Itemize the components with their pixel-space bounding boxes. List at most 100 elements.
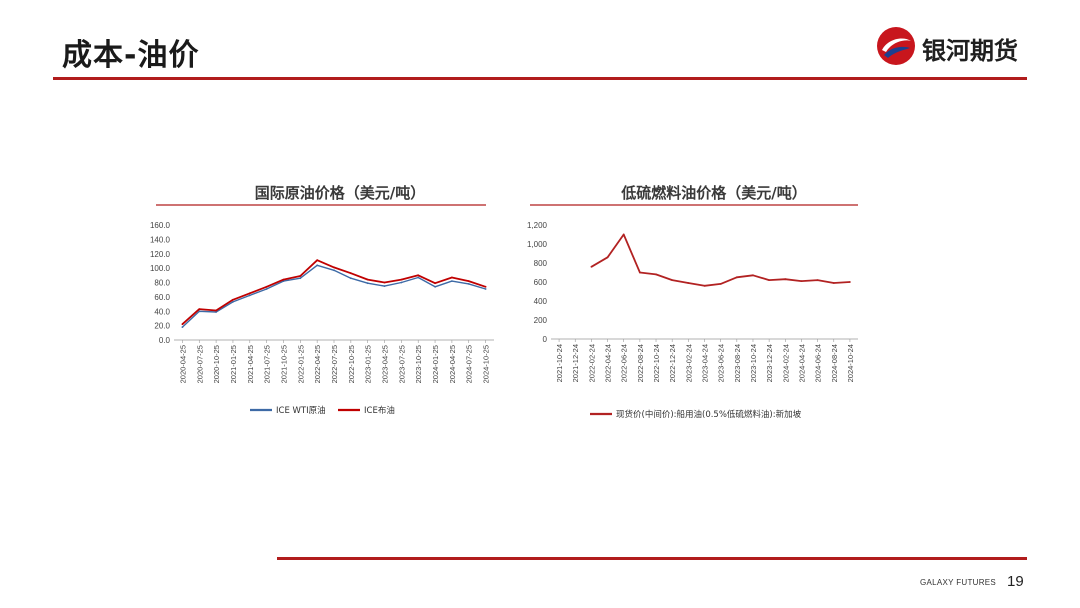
crude-oil-plot: 0.0 20.0 40.0 60.0 80.0 100.0 120.0 140.0 160.0 2… xyxy=(150,204,494,416)
series-point xyxy=(383,281,386,284)
x-tick-label: 2024-10-24 xyxy=(846,344,855,382)
series-point xyxy=(366,282,369,285)
series-point xyxy=(400,281,403,284)
x-tick-label: 2022-04-24 xyxy=(604,344,613,382)
x-tick-label: 2022-10-25 xyxy=(347,345,356,383)
x-tick-label: 2021-01-25 xyxy=(229,345,238,383)
series-line xyxy=(181,264,486,328)
series-point xyxy=(232,298,234,301)
x-tick-label: 2020-07-25 xyxy=(195,345,204,383)
series-point xyxy=(451,276,453,279)
series-point xyxy=(181,323,184,326)
chart-title-crude: 国际原油价格（美元/吨） xyxy=(254,184,426,202)
series-point xyxy=(316,264,319,267)
series-point xyxy=(451,280,453,282)
x-tick-label: 2022-08-24 xyxy=(636,344,645,382)
page-number: 19 xyxy=(1007,573,1024,590)
series-point xyxy=(703,284,706,287)
y-tick-label: 40.0 xyxy=(154,307,170,316)
series-line xyxy=(590,233,850,287)
series-point xyxy=(417,276,420,279)
x-tick-label: 2022-04-25 xyxy=(313,345,322,383)
series-point xyxy=(735,276,738,279)
x-tick-label: 2023-07-25 xyxy=(397,345,406,383)
series-point xyxy=(434,282,436,285)
lsfo-chart: 低硫燃料油价格（美元/吨） 0 200 400 600 800 1,000 1,200 202… xyxy=(524,178,904,428)
y-tick-label: 80.0 xyxy=(154,279,170,288)
series-point xyxy=(181,326,184,328)
series-point xyxy=(349,272,352,275)
x-tick-label: 2023-04-24 xyxy=(701,344,710,382)
y-tick-label: 0 xyxy=(543,335,548,344)
series-point xyxy=(768,279,770,281)
x-tick-label: 2020-04-25 xyxy=(178,345,187,383)
y-tick-label: 1,000 xyxy=(527,240,548,249)
x-tick-label: 2024-06-24 xyxy=(814,344,823,382)
series-point xyxy=(719,283,722,285)
series-point xyxy=(198,310,201,313)
series-point xyxy=(639,271,641,274)
x-tick-label: 2023-10-25 xyxy=(414,345,423,383)
series-point xyxy=(784,278,787,281)
company-logo: 银河期货 xyxy=(874,24,1034,68)
x-tick-label: 2024-04-24 xyxy=(797,344,806,382)
x-tick-label: 2024-08-24 xyxy=(830,344,839,382)
series-point xyxy=(383,285,386,287)
y-tick-label: 800 xyxy=(534,259,548,268)
x-tick-label: 2024-04-25 xyxy=(448,345,457,383)
x-tick-label: 2022-06-24 xyxy=(620,344,629,382)
series-point xyxy=(484,285,487,288)
y-tick-label: 60.0 xyxy=(154,293,170,302)
series-point xyxy=(299,275,302,277)
series-point xyxy=(590,265,593,268)
series-point xyxy=(349,277,352,280)
lsfo-plot: 0 200 400 600 800 1,000 1,200 2021-10-24 2021-12… xyxy=(527,204,858,420)
x-tick-label: 2024-02-24 xyxy=(781,344,790,382)
series-point xyxy=(622,233,625,236)
series-point xyxy=(248,294,251,297)
top-divider xyxy=(53,77,1027,80)
series-point xyxy=(606,256,609,259)
series-point xyxy=(417,274,420,277)
series-point xyxy=(467,280,470,282)
series-point xyxy=(299,277,302,280)
legend-label: ICE布油 xyxy=(364,405,395,416)
x-tick-label: 2023-01-25 xyxy=(364,345,373,383)
x-tick-label: 2022-12-24 xyxy=(668,344,677,382)
legend-label: ICE WTI原油 xyxy=(276,405,326,416)
x-tick-label: 2023-04-25 xyxy=(381,345,390,383)
legend-label: 现货价(中间价):船用油(0.5%低硫燃料油):新加坡 xyxy=(616,409,802,420)
page-title: 成本-油价 xyxy=(62,38,200,73)
series-point xyxy=(265,285,268,288)
series-point xyxy=(333,269,335,272)
series-point xyxy=(333,266,335,269)
x-tick-label: 2022-10-24 xyxy=(652,344,661,382)
series-point xyxy=(816,279,819,281)
chart-title-lsfo: 低硫燃料油价格（美元/吨） xyxy=(621,184,807,202)
logo-text: 银河期货 xyxy=(922,37,1018,65)
series-point xyxy=(671,279,674,281)
series-point xyxy=(484,288,487,290)
series-point xyxy=(832,282,835,284)
series-point xyxy=(400,278,403,281)
x-tick-label: 2021-04-25 xyxy=(246,345,255,383)
series-point xyxy=(752,274,754,277)
bottom-divider xyxy=(277,557,1027,560)
y-tick-label: 160.0 xyxy=(150,221,171,230)
y-tick-label: 140.0 xyxy=(150,235,171,244)
series-point xyxy=(215,311,217,313)
x-tick-label: 2024-07-25 xyxy=(465,345,474,383)
y-tick-label: 120.0 xyxy=(150,250,171,259)
x-tick-label: 2023-02-24 xyxy=(684,344,693,382)
series-point xyxy=(849,281,851,283)
series-point xyxy=(655,273,657,276)
series-point xyxy=(434,285,436,288)
x-tick-label: 2020-10-25 xyxy=(212,345,221,383)
series-point xyxy=(265,288,268,290)
galaxy-logo-icon xyxy=(877,27,915,65)
y-tick-label: 600 xyxy=(534,278,548,287)
series-point xyxy=(248,292,251,295)
y-tick-label: 400 xyxy=(534,297,548,306)
series-point xyxy=(467,283,470,285)
series-point xyxy=(687,282,690,284)
